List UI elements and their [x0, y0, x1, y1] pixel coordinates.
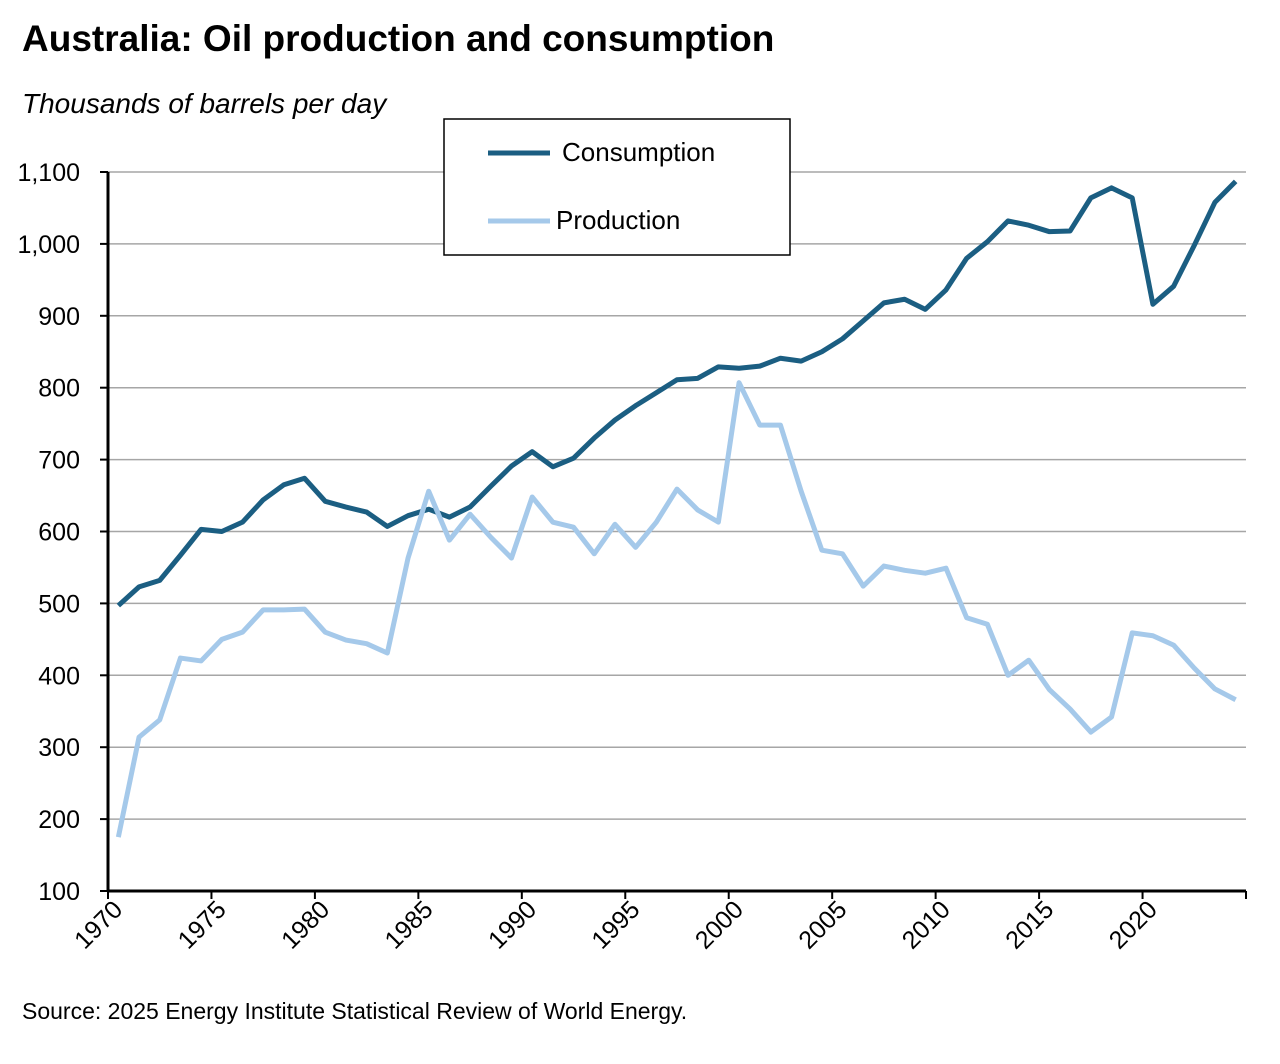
- y-tick-label: 400: [38, 662, 80, 690]
- y-tick-label: 300: [38, 734, 80, 762]
- y-tick-label: 900: [38, 303, 80, 331]
- y-tick-label: 800: [38, 375, 80, 403]
- line-series: [115, 380, 1237, 838]
- y-tick-label: 600: [38, 519, 80, 547]
- x-tick-label: 2020: [1104, 895, 1163, 954]
- subtitle: Thousands of barrels per day: [22, 88, 388, 119]
- x-tick-label: 1975: [173, 895, 232, 954]
- y-tick-label: 1,100: [17, 159, 80, 187]
- x-tick-label: 1980: [276, 895, 335, 954]
- y-tick-label: 100: [38, 878, 80, 906]
- line-series: [116, 179, 1238, 608]
- x-tick-label: 2010: [897, 895, 956, 954]
- x-tick-label: 2000: [690, 895, 749, 954]
- legend-box: [443, 118, 791, 256]
- x-tick-label: 1985: [379, 895, 438, 954]
- x-tick-label: 2005: [793, 895, 852, 954]
- y-tick-label: 700: [38, 447, 80, 475]
- legend-label: Production: [556, 205, 680, 235]
- y-tick-label: 1,000: [17, 231, 80, 259]
- legend-label: Consumption: [562, 137, 715, 167]
- x-tick-label: 2015: [1000, 895, 1059, 954]
- x-tick-label: 1995: [586, 895, 645, 954]
- x-tick-label: 1990: [483, 895, 542, 954]
- chart-title: Australia: Oil production and consumptio…: [22, 18, 774, 59]
- y-tick-label: 500: [38, 590, 80, 618]
- source: Source: 2025 Energy Institute Statistica…: [22, 998, 687, 1024]
- y-tick-label: 200: [38, 806, 80, 834]
